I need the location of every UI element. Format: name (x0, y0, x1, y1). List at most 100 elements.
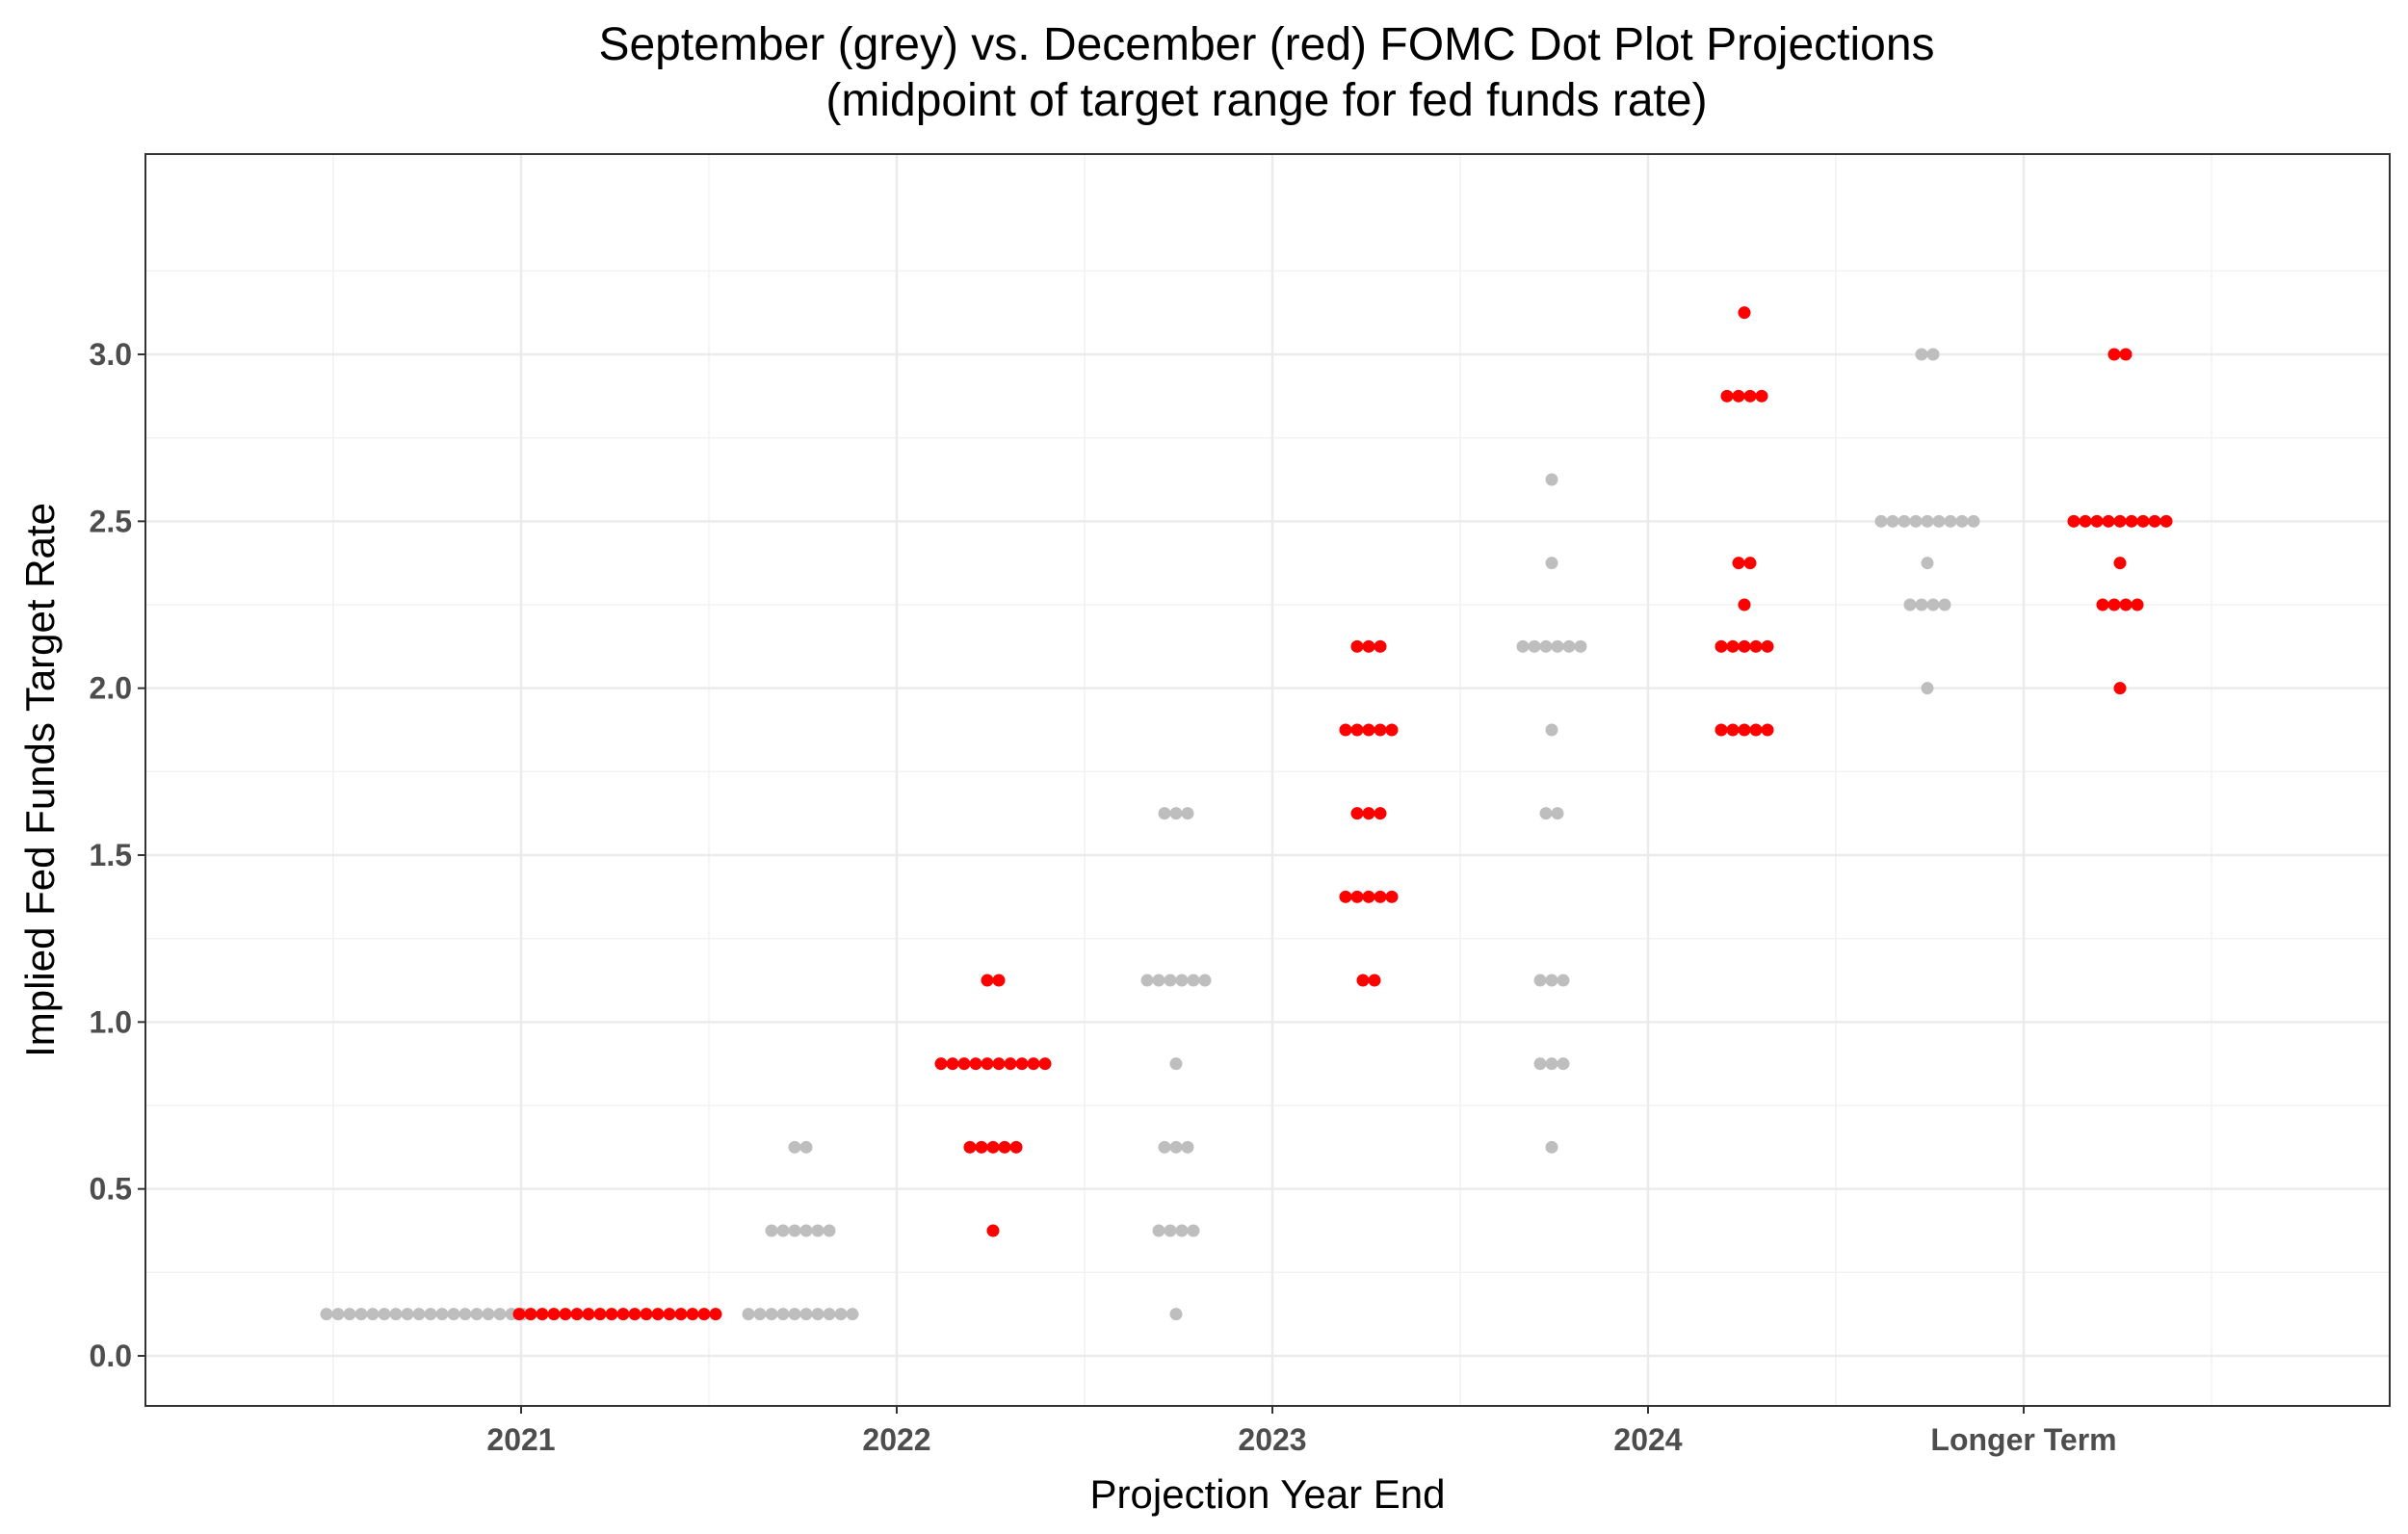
dot-point (1714, 639, 1728, 653)
dot-point (1158, 1140, 1171, 1154)
dot-point (823, 1308, 836, 1321)
y-tick-label: 1.5 (90, 838, 132, 872)
dot-point (957, 1057, 971, 1071)
dot-point (975, 1140, 988, 1154)
dot-point (447, 1308, 460, 1321)
dot-point (1539, 639, 1553, 653)
dot-point (2136, 514, 2150, 528)
dot-point (1726, 723, 1740, 737)
dot-point (1350, 639, 1364, 653)
dot-point (1350, 723, 1364, 737)
dot-point (992, 974, 1006, 987)
dot-point (1898, 514, 1911, 528)
dot-point (1181, 1140, 1194, 1154)
dot-point (1015, 1057, 1029, 1071)
dot-point (2131, 598, 2144, 611)
dot-point (1368, 974, 1381, 987)
dot-point (1158, 807, 1171, 820)
dot-point (320, 1308, 333, 1321)
y-tick-label: 2.5 (90, 504, 132, 538)
dot-point (1738, 598, 1751, 611)
dot-point (1967, 514, 1980, 528)
dot-point (963, 1140, 977, 1154)
dot-point (674, 1308, 688, 1321)
x-tick-label: 2023 (1238, 1422, 1306, 1457)
dot-point (593, 1308, 607, 1321)
dot-point (412, 1308, 426, 1321)
dot-point (1574, 639, 1587, 653)
dot-point (470, 1308, 484, 1321)
chart-title: September (grey) vs. December (red) FOMC… (598, 19, 1934, 70)
dot-point (1027, 1057, 1040, 1071)
dot-point (1761, 639, 1774, 653)
dot-point (1350, 807, 1364, 820)
dot-point (1198, 974, 1212, 987)
dot-point (1169, 807, 1183, 820)
dot-point (1385, 723, 1399, 737)
dot-point (1915, 598, 1928, 611)
dot-point (640, 1308, 653, 1321)
dot-point (788, 1308, 801, 1321)
dot-point (709, 1308, 722, 1321)
dot-point (2119, 598, 2133, 611)
dot-point (1169, 1140, 1183, 1154)
dot-point (1903, 598, 1917, 611)
dot-point (1743, 557, 1757, 570)
dot-point (1152, 974, 1165, 987)
dot-point (1886, 514, 1899, 528)
dot-point (512, 1308, 526, 1321)
dot-point (354, 1308, 368, 1321)
dot-point (753, 1308, 767, 1321)
dot-point (1539, 807, 1553, 820)
dot-point (1528, 639, 1541, 653)
dot-point (1181, 807, 1194, 820)
dot-point (1516, 639, 1530, 653)
dot-point (1545, 557, 1558, 570)
dot-point (1362, 890, 1375, 903)
tick-labels: 0.0 0.5 1.0 1.5 2.0 2.5 3.0 2021 2022 2023 2024 Lon… (90, 337, 2117, 1457)
dot-point (1955, 514, 1969, 528)
dot-point (788, 1224, 801, 1237)
dot-point (1356, 974, 1370, 987)
dot-point (1362, 807, 1375, 820)
y-tick-label: 1.0 (90, 1004, 132, 1039)
dot-point (1004, 1057, 1017, 1071)
dot-point (1545, 1140, 1558, 1154)
dots (320, 306, 2173, 1321)
dot-point (1187, 974, 1200, 987)
dot-point (2096, 598, 2109, 611)
dot-point (663, 1308, 676, 1321)
dot-point (1909, 514, 1923, 528)
dot-point (1374, 723, 1387, 737)
dot-point (1921, 682, 1934, 695)
dot-point (1944, 514, 1957, 528)
dot-point (1175, 1224, 1189, 1237)
dot-point (1009, 1140, 1023, 1154)
dot-point (1915, 348, 1928, 361)
dot-point (776, 1224, 790, 1237)
dot-point (628, 1308, 641, 1321)
dot-point (799, 1308, 813, 1321)
dot-point (331, 1308, 345, 1321)
dot-point (1738, 723, 1751, 737)
dot-point (2148, 514, 2161, 528)
dot-point (547, 1308, 561, 1321)
dot-point (1374, 639, 1387, 653)
y-tick-label: 3.0 (90, 337, 132, 372)
dot-point (1926, 348, 1940, 361)
dot-point (686, 1308, 699, 1321)
dot-point (582, 1308, 595, 1321)
dot-point (765, 1308, 778, 1321)
dot-point (799, 1140, 813, 1154)
dot-point (1720, 389, 1734, 403)
dot-point (1738, 306, 1751, 320)
dot-point (2119, 348, 2133, 361)
dot-point (1175, 974, 1189, 987)
dot-point (799, 1224, 813, 1237)
dot-point (1164, 1224, 1177, 1237)
dot-point (1714, 723, 1728, 737)
dot-point (2067, 514, 2081, 528)
dot-point (1169, 1308, 1183, 1321)
dot-point (605, 1308, 618, 1321)
